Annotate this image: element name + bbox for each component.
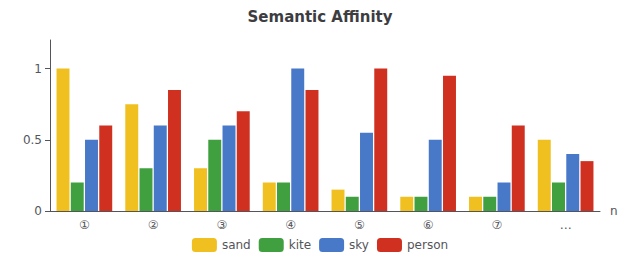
svg-text:⑤: ⑤	[354, 218, 365, 232]
svg-text:1: 1	[34, 62, 42, 76]
svg-text:②: ②	[148, 218, 159, 232]
svg-text:⑦: ⑦	[491, 218, 502, 232]
svg-text:…: …	[560, 218, 572, 232]
svg-text:0.5: 0.5	[23, 133, 42, 147]
svg-text:Semantic Affinity: Semantic Affinity	[248, 8, 393, 26]
svg-text:person: person	[407, 238, 448, 252]
svg-text:n: n	[610, 204, 618, 218]
svg-text:⑥: ⑥	[423, 218, 434, 232]
svg-text:③: ③	[216, 218, 227, 232]
svg-text:①: ①	[79, 218, 90, 232]
svg-text:0: 0	[34, 204, 42, 218]
svg-text:kite: kite	[289, 238, 311, 252]
svg-text:④: ④	[285, 218, 296, 232]
svg-text:sand: sand	[222, 238, 251, 252]
svg-text:sky: sky	[349, 238, 369, 252]
